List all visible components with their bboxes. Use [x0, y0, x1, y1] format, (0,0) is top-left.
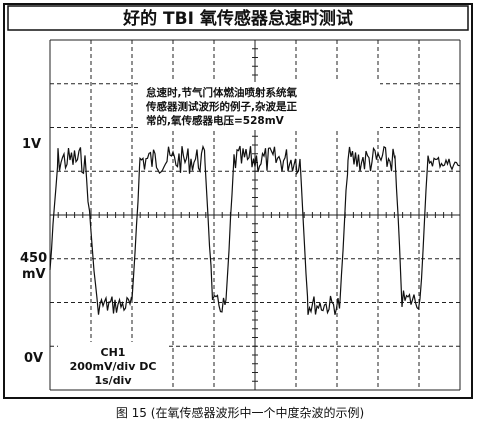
title: 好的 TBI 氧传感器怠速时测试	[122, 8, 353, 29]
annotation-bg	[140, 82, 380, 130]
title-bar	[7, 5, 469, 31]
settings-bg	[58, 342, 168, 388]
axis-label: 1V	[22, 137, 41, 152]
caption: 图 15 (在氧传感器波形中一个中度杂波的示例)	[116, 405, 364, 420]
settings-line: CH1	[101, 346, 126, 359]
settings-line: 200mV/div DC	[70, 360, 157, 373]
annotation-line: 传感器测试波形的例子,杂波是正	[145, 100, 297, 113]
axis-label: 450	[20, 251, 47, 266]
axis-label: 0V	[24, 351, 43, 366]
waveform	[49, 144, 460, 315]
annotation-line: 怠速时,节气门体燃油喷射系统氧	[146, 86, 297, 99]
annotation-line: 常的,氧传感器电压=528mV	[146, 114, 285, 127]
axis-label: mV	[22, 267, 46, 282]
settings-line: 1s/div	[94, 374, 132, 387]
outer-frame	[3, 3, 473, 399]
